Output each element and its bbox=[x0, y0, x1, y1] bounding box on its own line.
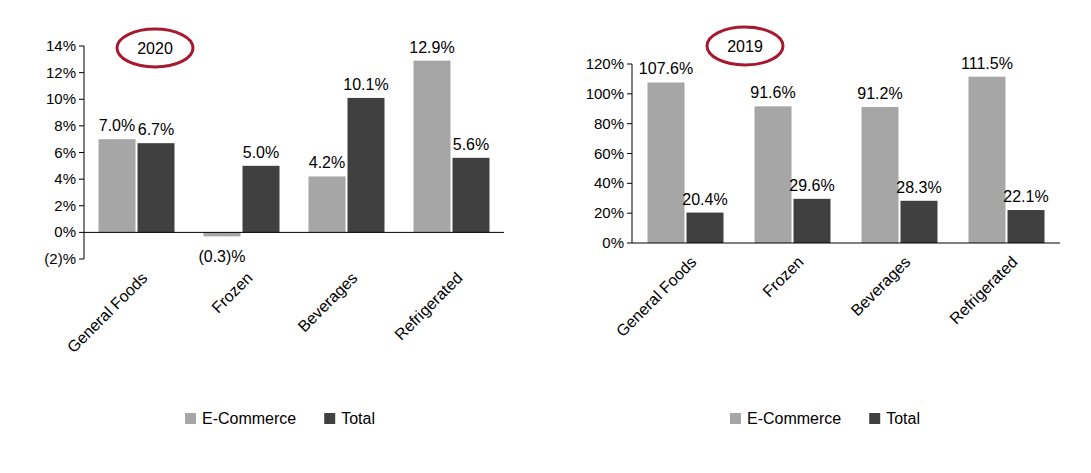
tick-mark bbox=[79, 179, 84, 180]
tick-mark bbox=[627, 123, 632, 124]
tick-label: 100% bbox=[586, 85, 624, 102]
title: 2020 bbox=[137, 40, 173, 57]
data-label: 6.7% bbox=[138, 121, 174, 138]
category-label: Beverages bbox=[295, 269, 361, 335]
data-label: 12.9% bbox=[409, 39, 454, 56]
data-label: 4.2% bbox=[309, 154, 345, 171]
tick-mark bbox=[79, 232, 84, 233]
tick-label: (2)% bbox=[44, 250, 76, 267]
tick-label: 0% bbox=[602, 234, 624, 251]
category-label: Beverages bbox=[848, 253, 914, 319]
bar bbox=[453, 158, 490, 233]
tick-mark bbox=[627, 243, 632, 244]
bar bbox=[348, 98, 385, 232]
legend: E-Commerce Total bbox=[185, 410, 375, 427]
legend: E-Commerce Total bbox=[730, 410, 920, 427]
legend-label: E-Commerce bbox=[202, 410, 296, 427]
y-axis bbox=[632, 64, 633, 243]
bar bbox=[969, 77, 1006, 243]
tick-label: 20% bbox=[594, 204, 624, 221]
tick-mark bbox=[627, 153, 632, 154]
tick-label: 12% bbox=[46, 64, 76, 81]
tick-mark bbox=[79, 125, 84, 126]
tick-label: 14% bbox=[46, 37, 76, 54]
y-axis bbox=[84, 46, 85, 259]
data-label: 7.0% bbox=[99, 117, 135, 134]
tick-label: 8% bbox=[54, 117, 76, 134]
tick-mark bbox=[627, 64, 632, 65]
chart: (2)% 0% 2% 4% 6% 8% 10% 12% 14% 7.0% (0.3)% 4.2% 12.… bbox=[44, 29, 504, 427]
category-label: Refrigerated bbox=[391, 269, 465, 343]
data-label: (0.3)% bbox=[198, 248, 245, 265]
title: 2019 bbox=[727, 38, 763, 55]
legend-label: Total bbox=[886, 410, 920, 427]
chart: 0% 20% 40% 60% 80% 100% 120% 107.6% 91.6% 91.2% 11… bbox=[586, 27, 1060, 427]
bar bbox=[138, 143, 175, 232]
category-label: Frozen bbox=[759, 253, 806, 300]
tick-mark bbox=[79, 99, 84, 100]
category-label: Frozen bbox=[208, 269, 255, 316]
tick-mark bbox=[79, 259, 84, 260]
data-label: 5.0% bbox=[243, 144, 279, 161]
data-label: 107.6% bbox=[639, 60, 693, 77]
bar bbox=[687, 213, 724, 243]
legend-item: Total bbox=[869, 410, 920, 427]
data-label: 10.1% bbox=[343, 76, 388, 93]
legend-swatch bbox=[730, 413, 741, 424]
data-label: 91.6% bbox=[750, 84, 795, 101]
tick-mark bbox=[627, 213, 632, 214]
x-axis bbox=[84, 232, 504, 233]
bars bbox=[648, 77, 1045, 243]
data-label: 28.3% bbox=[896, 179, 941, 196]
data-label: 20.4% bbox=[682, 191, 727, 208]
bars bbox=[99, 61, 490, 237]
tick-mark bbox=[79, 72, 84, 73]
data-label: 111.5% bbox=[961, 55, 1013, 72]
bar bbox=[309, 176, 346, 232]
data-label: 91.2% bbox=[857, 85, 902, 102]
bar bbox=[901, 201, 938, 243]
legend-swatch bbox=[869, 413, 880, 424]
tick-mark bbox=[79, 205, 84, 206]
tick-label: 40% bbox=[594, 174, 624, 191]
tick-label: 120% bbox=[586, 55, 624, 72]
category-label: Refrigerated bbox=[946, 253, 1020, 327]
tick-label: 0% bbox=[54, 223, 76, 240]
bar bbox=[755, 106, 792, 243]
tick-label: 80% bbox=[594, 115, 624, 132]
bar bbox=[243, 166, 280, 233]
bar bbox=[414, 61, 451, 233]
bar bbox=[204, 232, 241, 236]
category-label: General Foods bbox=[613, 253, 700, 340]
tick-label: 6% bbox=[54, 144, 76, 161]
bar bbox=[648, 82, 685, 243]
data-label: 29.6% bbox=[789, 177, 834, 194]
title-circle bbox=[117, 29, 193, 67]
tick-mark bbox=[79, 46, 84, 47]
category-label: General Foods bbox=[64, 269, 151, 356]
tick-label: 60% bbox=[594, 145, 624, 162]
tick-label: 10% bbox=[46, 90, 76, 107]
legend-label: E-Commerce bbox=[747, 410, 841, 427]
legend-swatch bbox=[324, 413, 335, 424]
tick-label: 4% bbox=[54, 170, 76, 187]
data-label: 5.6% bbox=[453, 136, 489, 153]
tick-label: 2% bbox=[54, 197, 76, 214]
legend-item: E-Commerce bbox=[185, 410, 296, 427]
data-label: 22.1% bbox=[1003, 188, 1048, 205]
legend-item: Total bbox=[324, 410, 375, 427]
tick-mark bbox=[79, 152, 84, 153]
title-circle bbox=[707, 27, 783, 65]
bar bbox=[99, 139, 136, 232]
legend-item: E-Commerce bbox=[730, 410, 841, 427]
tick-mark bbox=[627, 183, 632, 184]
figure: (2)% 0% 2% 4% 6% 8% 10% 12% 14% 7.0% (0.3)% 4.2% 12.… bbox=[0, 0, 1091, 473]
bar bbox=[862, 107, 899, 243]
tick-mark bbox=[627, 93, 632, 94]
legend-label: Total bbox=[341, 410, 375, 427]
x-axis bbox=[632, 243, 1060, 244]
bar bbox=[794, 199, 831, 243]
bar bbox=[1008, 210, 1045, 243]
legend-swatch bbox=[185, 413, 196, 424]
